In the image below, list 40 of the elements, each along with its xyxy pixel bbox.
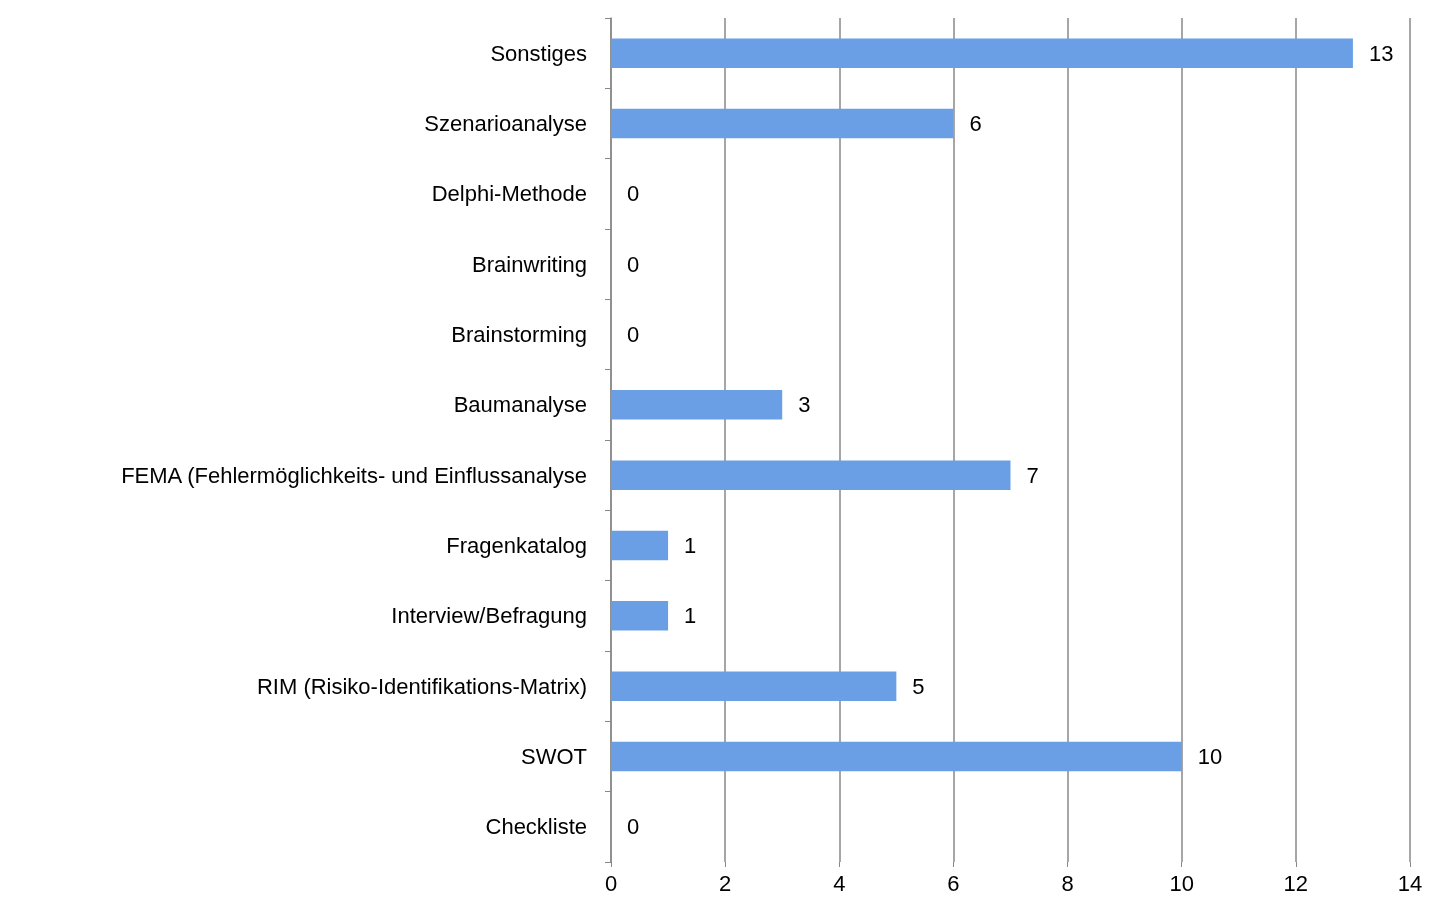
bar [611, 38, 1353, 68]
x-tick-label: 14 [1397, 870, 1423, 896]
x-tick-label: 2 [719, 870, 732, 896]
data-label: 7 [1026, 462, 1039, 488]
data-label: 10 [1197, 744, 1223, 769]
y-tick-label: FEMA (Fehlermöglichkeits- und Einflussanalyse [121, 462, 587, 488]
bar [611, 530, 669, 561]
y-tick-label: RIM (Risiko-Identifikations-Matrix) [256, 673, 587, 699]
x-tick-label: 4 [833, 870, 846, 896]
x-tick-label: 10 [1169, 870, 1194, 896]
bar [611, 601, 669, 631]
bar [611, 390, 783, 420]
data-label: 0 [627, 322, 640, 347]
data-label: 5 [912, 673, 925, 699]
bar [611, 460, 1011, 490]
y-tick-label: Szenarioanalyse [424, 111, 587, 136]
y-tick-label: Baumanalyse [453, 392, 587, 418]
data-label: 6 [969, 111, 982, 136]
y-tick-label: SWOT [521, 744, 587, 769]
data-label: 0 [627, 251, 640, 277]
x-tick-label: 12 [1283, 870, 1309, 896]
bar [611, 671, 897, 701]
bar [611, 108, 954, 139]
data-label: 0 [627, 181, 640, 207]
y-tick-label: Interview/Befragung [391, 603, 587, 629]
x-tick-label: 8 [1061, 870, 1074, 896]
y-tick-label: Checkliste [485, 814, 587, 840]
data-label: 1 [684, 533, 697, 558]
y-tick-label: Sonstiges [490, 40, 587, 66]
x-tick-label: 6 [947, 870, 960, 896]
data-label: 3 [798, 392, 811, 418]
data-label: 1 [684, 603, 697, 629]
y-tick-label: Fragenkatalog [446, 533, 587, 558]
data-label: 0 [627, 814, 640, 840]
y-tick-label: Brainstorming [451, 322, 587, 347]
data-label: 13 [1368, 40, 1394, 66]
y-tick-label: Brainwriting [472, 251, 587, 277]
bar [611, 741, 1182, 772]
y-tick-label: Delphi-Methode [431, 181, 587, 207]
x-tick-label: 0 [604, 870, 618, 896]
